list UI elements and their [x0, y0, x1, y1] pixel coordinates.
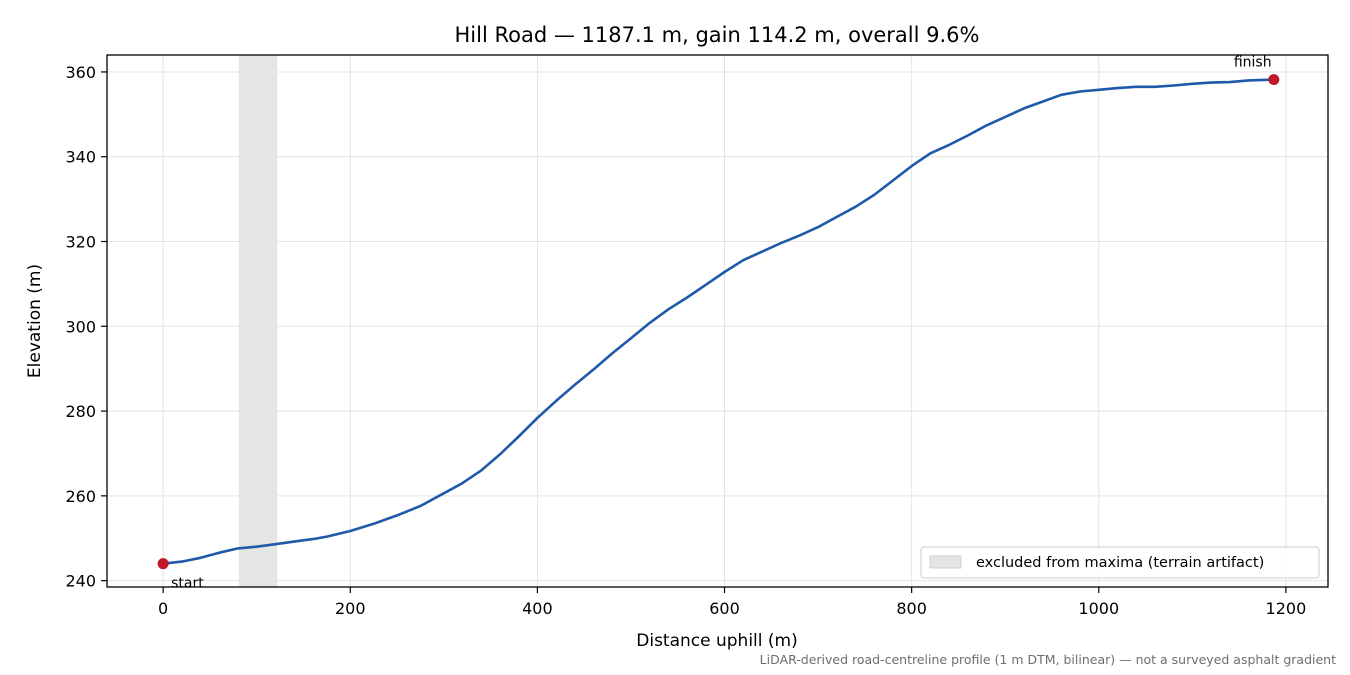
x-tick-label-2: 400 [522, 599, 553, 618]
x-tick-label-6: 1200 [1266, 599, 1307, 618]
finish-marker [1268, 74, 1280, 86]
grid-lines [107, 55, 1328, 587]
legend: excluded from maxima (terrain artifact) [920, 546, 1320, 579]
y-tick-label-0: 240 [65, 572, 96, 591]
excluded-span-layer [238, 55, 278, 587]
legend-swatch [929, 555, 962, 569]
y-tick-label-1: 260 [65, 487, 96, 506]
x-tick-label-4: 800 [896, 599, 927, 618]
plot-frame [106, 54, 1329, 588]
start-marker [157, 558, 169, 570]
y-tick-label-4: 320 [65, 233, 96, 252]
footnote: LiDAR-derived road-centreline profile (1… [760, 652, 1336, 667]
finish-annotation: finish [1234, 55, 1272, 71]
y-tick-label-3: 300 [65, 317, 96, 336]
series-layer [161, 78, 1276, 565]
y-tick-label-6: 360 [65, 63, 96, 82]
x-axis-label: Distance uphill (m) [636, 631, 797, 651]
start-annotation: start [171, 576, 204, 592]
y-axis-label: Elevation (m) [25, 264, 45, 378]
y-tick-label-5: 340 [65, 148, 96, 167]
y-axis-ticks: 240 260 280 300 320 340 360 [65, 63, 107, 591]
legend-box [920, 546, 1320, 579]
legend-entry-label: excluded from maxima (terrain artifact) [976, 555, 1264, 571]
x-tick-label-3: 600 [709, 599, 740, 618]
x-axis-ticks: 0 200 400 600 800 1000 1200 [158, 587, 1306, 618]
x-tick-label-0: 0 [158, 599, 168, 618]
chart-title: Hill Road — 1187.1 m, gain 114.2 m, over… [455, 23, 980, 47]
y-tick-label-2: 280 [65, 402, 96, 421]
series-line-0 [161, 78, 1276, 565]
x-tick-label-5: 1000 [1078, 599, 1119, 618]
x-tick-label-1: 200 [335, 599, 366, 618]
excluded-span [238, 55, 278, 587]
marker-layer: start finish [157, 55, 1280, 592]
